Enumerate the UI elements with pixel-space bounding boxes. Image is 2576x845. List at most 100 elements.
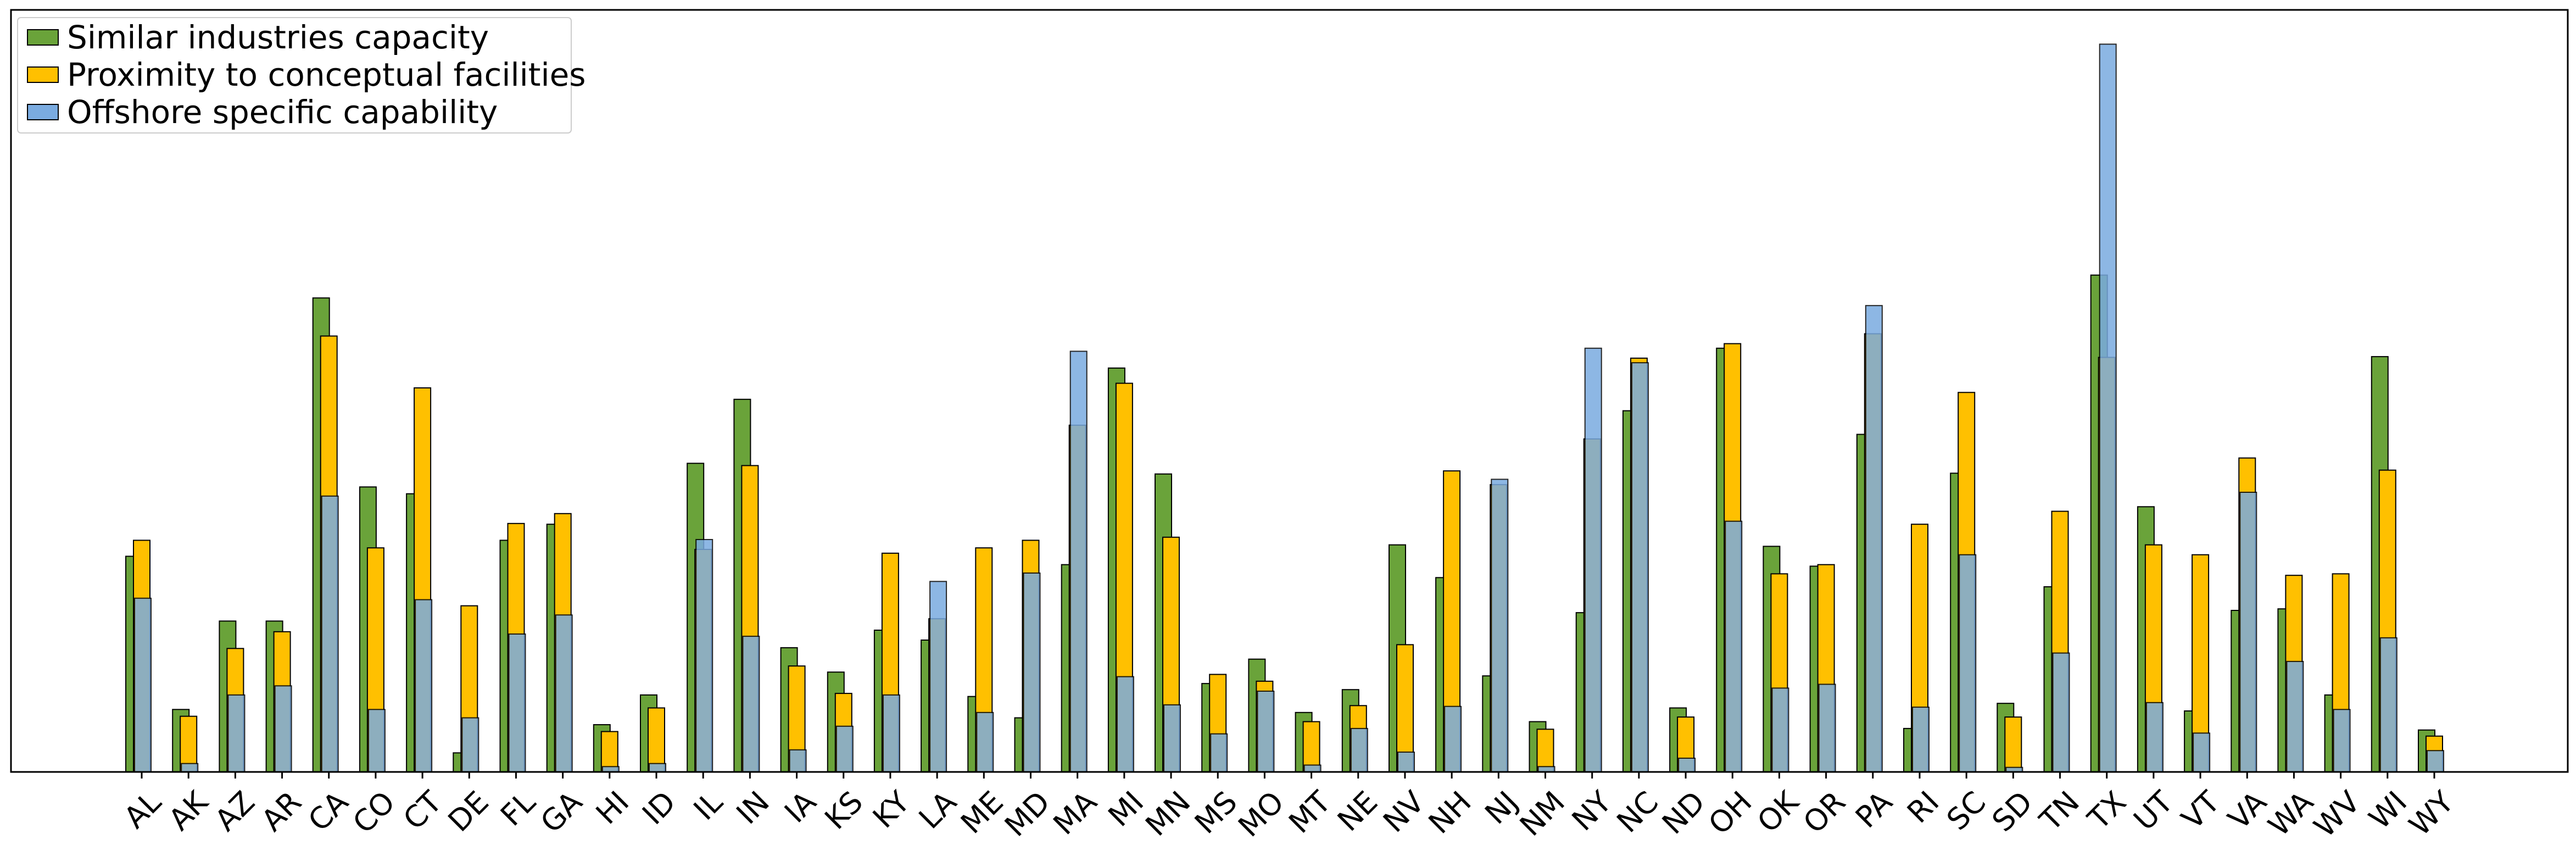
x-tick-label: TX — [2081, 785, 2133, 837]
x-tick-label: VT — [2175, 784, 2227, 836]
x-tick-label: MN — [1139, 785, 1197, 843]
bar-3-nj — [1491, 479, 1509, 772]
x-tick-label: CA — [302, 785, 355, 838]
bar-3-co — [367, 709, 386, 773]
bar-3-az — [227, 694, 246, 773]
x-tick-label: HI — [589, 785, 636, 831]
bar-2-nv — [1396, 644, 1414, 773]
bar-3-ca — [321, 495, 339, 773]
x-tick-label: CT — [397, 784, 449, 836]
bar-3-ri — [1912, 707, 1930, 772]
bar-3-il — [695, 539, 713, 772]
bar-3-tx — [2099, 43, 2117, 772]
x-tick-label: IA — [778, 785, 823, 830]
x-tick-label: ME — [954, 785, 1010, 841]
x-tick-label: LA — [912, 785, 963, 836]
x-tick-label: ND — [1655, 785, 1712, 841]
x-tick-label: AR — [255, 785, 308, 838]
bar-3-ks — [835, 725, 854, 773]
x-tick-label: OK — [1750, 784, 1806, 840]
bar-2-mt — [1302, 721, 1320, 772]
bar-3-nd — [1678, 758, 1696, 772]
x-tick-label: NY — [1565, 784, 1619, 837]
x-tick-label: WY — [2402, 784, 2461, 842]
x-tick-label: NM — [1513, 785, 1571, 843]
x-tick-label: KY — [866, 784, 917, 835]
x-tick-label: CO — [346, 785, 402, 840]
x-tick-label: SC — [1940, 785, 1992, 837]
x-tick-label: WV — [2307, 785, 2367, 844]
bar-3-ar — [274, 685, 292, 773]
bar-3-nh — [1444, 705, 1462, 772]
x-tick-label: MT — [1282, 784, 1338, 840]
bar-3-ny — [1584, 347, 1602, 772]
bar-2-sd — [2004, 716, 2022, 772]
bar-3-md — [1023, 572, 1041, 772]
bar-3-or — [1818, 683, 1836, 772]
plot-area-frame — [10, 9, 2569, 773]
x-tick-label: VA — [2221, 785, 2273, 836]
bar-3-wi — [2379, 637, 2397, 773]
bar-2-id — [648, 707, 665, 772]
bar-3-mt — [1303, 764, 1322, 772]
x-tick-label: MA — [1047, 785, 1104, 842]
bar-3-mi — [1116, 676, 1134, 772]
x-tick-label: UT — [2127, 784, 2181, 837]
bar-3-id — [649, 763, 666, 772]
x-tick-label: MI — [1102, 785, 1151, 833]
bar-3-ok — [1771, 687, 1789, 773]
legend-swatch-2 — [27, 66, 59, 83]
series-3 — [134, 43, 2444, 773]
x-tick-label: FL — [494, 785, 542, 833]
x-tick-label: AZ — [208, 785, 261, 838]
legend-label-3: Offshore specific capability — [67, 93, 498, 131]
bar-3-pa — [1865, 305, 1883, 772]
bar-3-tn — [2052, 652, 2070, 772]
bar-3-la — [929, 581, 947, 773]
bar-3-ne — [1350, 727, 1368, 773]
legend-label-2: Proximity to conceptual facilities — [67, 56, 586, 93]
x-tick-label: NJ — [1478, 785, 1524, 831]
x-tick-label: AL — [118, 785, 168, 835]
bar-3-wv — [2333, 709, 2351, 773]
bar-3-ky — [882, 694, 900, 773]
x-tick-label: NH — [1422, 785, 1478, 841]
bar-3-nv — [1397, 751, 1415, 773]
x-tick-label: WA — [2262, 785, 2320, 843]
x-tick-label: DE — [442, 785, 495, 838]
bar-3-fl — [508, 633, 526, 772]
x-tick-label: AK — [162, 784, 215, 837]
x-tick-label: WI — [2362, 785, 2414, 836]
bar-3-ma — [1069, 351, 1088, 772]
bar-3-wa — [2286, 660, 2304, 773]
bar-3-sc — [1959, 554, 1977, 772]
x-tick-label: IL — [687, 785, 729, 827]
bar-3-ga — [555, 614, 573, 773]
bar-3-in — [742, 636, 760, 772]
x-tick-label: OR — [1797, 785, 1852, 840]
x-tick-label: PA — [1849, 785, 1899, 835]
bar-3-mo — [1257, 691, 1275, 772]
bar-3-va — [2239, 492, 2257, 772]
bar-3-me — [976, 711, 994, 773]
x-tick-label: SD — [1986, 785, 2039, 838]
bar-3-de — [461, 717, 479, 772]
bar-2-nm — [1536, 729, 1554, 773]
bar-3-vt — [2193, 732, 2211, 773]
bars-layer — [125, 43, 2444, 773]
bar-2-hi — [600, 731, 618, 772]
bar-3-nc — [1631, 362, 1649, 772]
x-tick-label: TN — [2033, 785, 2086, 838]
x-tick-label: MS — [1188, 785, 1244, 841]
legend-frame — [17, 17, 572, 134]
x-tick-label: GA — [534, 785, 589, 840]
x-tick-label: RI — [1900, 785, 1945, 830]
bar-3-mn — [1163, 704, 1181, 773]
bar-3-wy — [2427, 750, 2444, 772]
x-tick-label: NE — [1331, 785, 1384, 838]
x-tick-label: MD — [998, 785, 1057, 843]
x-tick-label: OH — [1702, 785, 1758, 841]
